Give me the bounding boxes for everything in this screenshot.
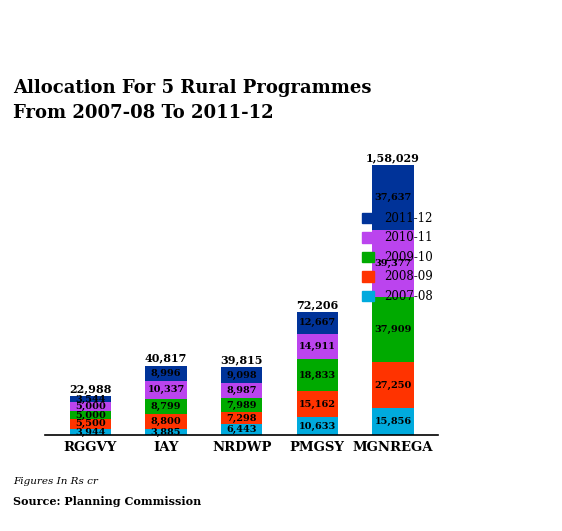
Bar xyxy=(372,362,414,408)
Bar xyxy=(297,312,338,333)
Bar xyxy=(145,381,187,399)
Text: Figures In Rs cr: Figures In Rs cr xyxy=(13,477,98,486)
Text: 37,909: 37,909 xyxy=(374,325,411,334)
Text: From 2007-08 To 2011-12: From 2007-08 To 2011-12 xyxy=(13,104,274,122)
Bar xyxy=(145,414,187,429)
Text: 15,856: 15,856 xyxy=(374,417,411,426)
Bar xyxy=(221,367,262,383)
Text: 3,885: 3,885 xyxy=(151,427,182,436)
Bar xyxy=(221,383,262,398)
Text: 9,098: 9,098 xyxy=(226,371,257,380)
Bar xyxy=(372,408,414,435)
Text: 14,911: 14,911 xyxy=(299,342,336,351)
Text: 5,000: 5,000 xyxy=(75,410,106,419)
Bar xyxy=(221,412,262,424)
Bar xyxy=(70,396,111,402)
Bar xyxy=(297,417,338,435)
Bar xyxy=(221,424,262,435)
Text: 3,944: 3,944 xyxy=(75,427,106,436)
Text: 72,206: 72,206 xyxy=(296,299,338,310)
Text: 22,988: 22,988 xyxy=(69,383,111,394)
Bar xyxy=(297,333,338,359)
Text: 5,500: 5,500 xyxy=(75,419,106,429)
Bar xyxy=(70,402,111,411)
Text: 8,987: 8,987 xyxy=(226,386,257,395)
Text: 40,817: 40,817 xyxy=(145,353,187,364)
Text: 12,667: 12,667 xyxy=(299,319,336,328)
Text: 6,443: 6,443 xyxy=(226,425,257,434)
Bar xyxy=(145,366,187,381)
Legend: 2011-12, 2010-11, 2009-10, 2008-09, 2007-08: 2011-12, 2010-11, 2009-10, 2008-09, 2007… xyxy=(362,212,432,303)
Bar xyxy=(297,391,338,417)
Bar xyxy=(70,429,111,435)
Text: 18,833: 18,833 xyxy=(299,371,336,380)
Bar xyxy=(372,166,414,230)
Text: 7,989: 7,989 xyxy=(226,400,257,409)
Text: 8,800: 8,800 xyxy=(151,417,182,426)
Bar xyxy=(221,398,262,412)
Bar xyxy=(70,419,111,429)
Text: 27,250: 27,250 xyxy=(374,381,411,390)
Text: 3,544: 3,544 xyxy=(75,395,106,404)
Bar xyxy=(70,411,111,419)
Bar xyxy=(145,399,187,414)
Text: 10,633: 10,633 xyxy=(298,422,336,431)
Text: 7,298: 7,298 xyxy=(226,414,257,423)
Text: 5,000: 5,000 xyxy=(75,402,106,411)
Text: 8,996: 8,996 xyxy=(151,369,182,378)
Bar xyxy=(372,297,414,362)
Text: 10,337: 10,337 xyxy=(147,386,185,395)
Text: Source: Planning Commission: Source: Planning Commission xyxy=(13,496,202,507)
Text: Allocation For 5 Rural Programmes: Allocation For 5 Rural Programmes xyxy=(13,79,372,97)
Bar xyxy=(372,230,414,297)
Text: 39,377: 39,377 xyxy=(374,259,411,268)
Bar xyxy=(145,429,187,435)
Text: 37,637: 37,637 xyxy=(374,193,411,202)
Text: 1,58,029: 1,58,029 xyxy=(366,152,420,164)
Bar xyxy=(297,359,338,391)
Text: 15,162: 15,162 xyxy=(299,400,336,409)
Text: 39,815: 39,815 xyxy=(220,354,263,365)
Text: 8,799: 8,799 xyxy=(151,402,182,411)
